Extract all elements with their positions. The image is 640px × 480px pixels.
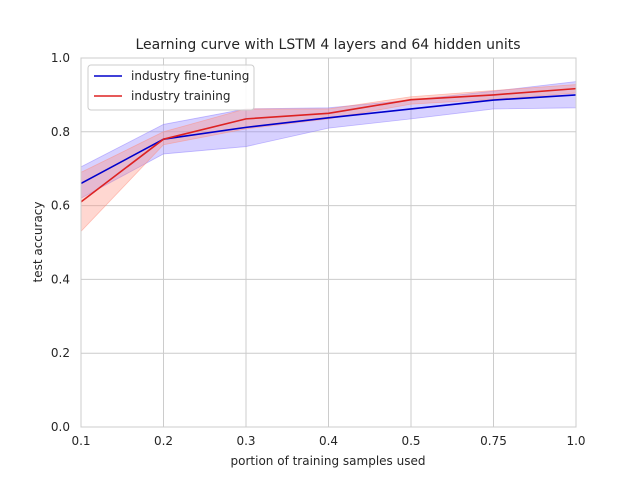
y-tick-label: 0.8 [51, 125, 70, 139]
x-tick-label: 0.5 [401, 434, 420, 448]
chart-title: Learning curve with LSTM 4 layers and 64… [136, 37, 521, 53]
y-tick-label: 1.0 [51, 51, 70, 65]
y-tick-label: 0.6 [51, 199, 70, 213]
x-axis-label: portion of training samples used [231, 454, 426, 468]
legend-box [87, 64, 255, 111]
legend: industry fine-tuning industry training [87, 64, 255, 111]
series-line-1 [80, 87, 577, 203]
x-tick-label: 0.3 [236, 434, 255, 448]
x-tick-label: 0.1 [71, 434, 90, 448]
x-tick-label: 1.0 [566, 434, 585, 448]
legend-label-training: industry training [131, 89, 230, 103]
y-axis-label: test accuracy [31, 202, 45, 283]
x-tick-label: 0.4 [319, 434, 338, 448]
y-tick-label: 0.0 [51, 420, 70, 434]
x-tick-labels: 0.1 0.2 0.3 0.4 0.5 0.75 1.0 [71, 434, 585, 448]
plot-frame [80, 57, 577, 428]
series-lines [80, 87, 577, 203]
y-tick-label: 0.2 [51, 346, 70, 360]
x-tick-label: 0.75 [480, 434, 507, 448]
legend-label-fine-tuning: industry fine-tuning [131, 69, 249, 83]
x-tick-label: 0.2 [154, 434, 173, 448]
y-tick-labels: 0.0 0.2 0.4 0.6 0.8 1.0 [51, 51, 70, 434]
y-tick-label: 0.4 [51, 272, 70, 286]
